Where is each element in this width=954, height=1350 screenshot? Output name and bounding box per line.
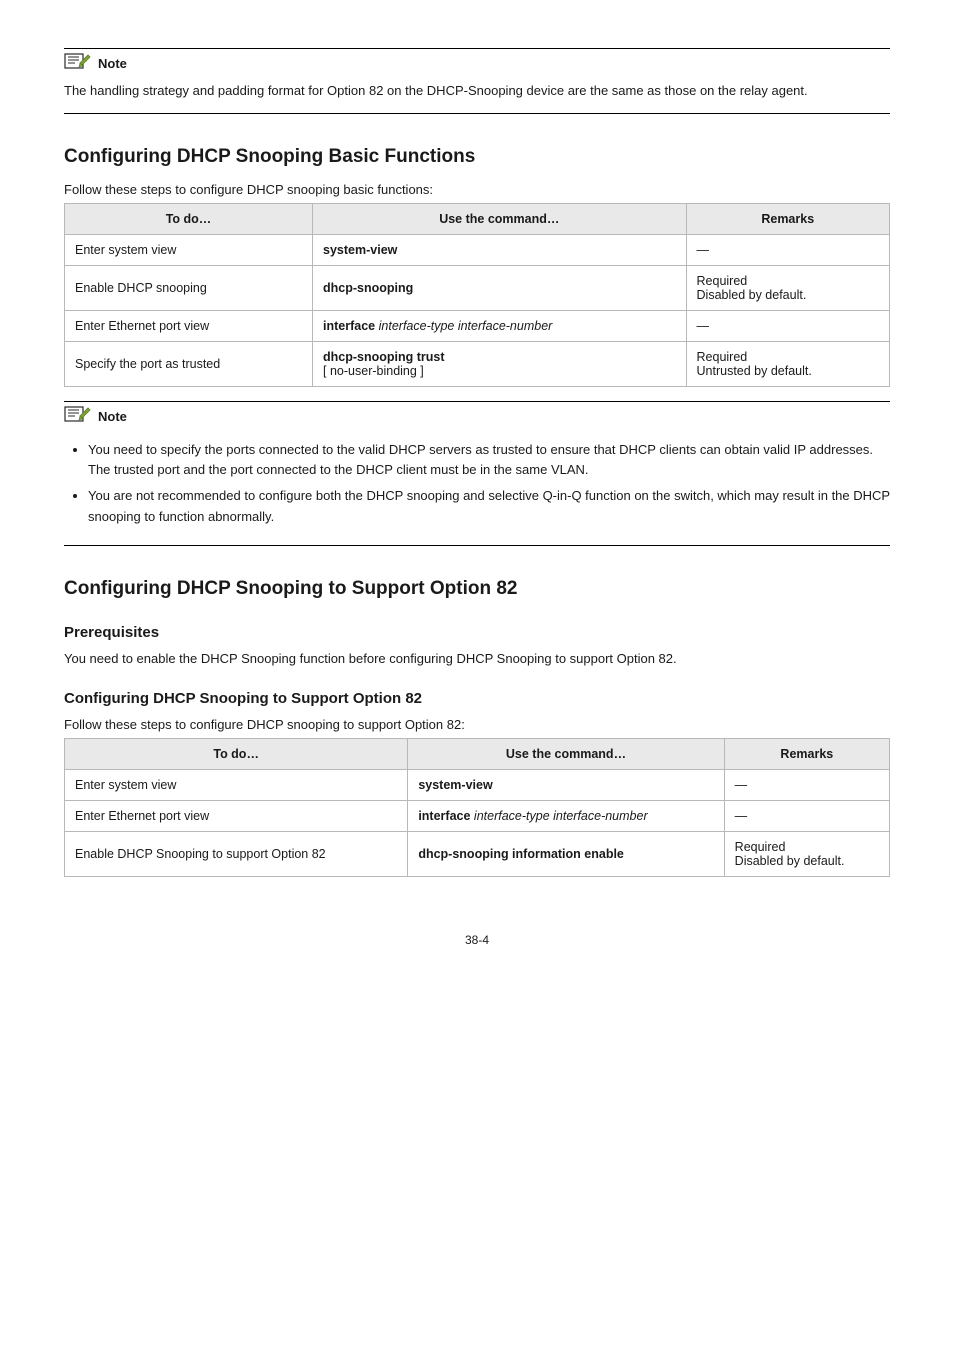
cell-todo: Enter system view (65, 769, 408, 800)
cell-remarks: — (724, 800, 889, 831)
cell-todo: Enable DHCP Snooping to support Option 8… (65, 831, 408, 876)
note2-rule-bottom (64, 545, 890, 546)
cell-todo: Enter system view (65, 235, 313, 266)
section2-cfg-lead: Follow these steps to configure DHCP sno… (64, 717, 890, 732)
cell-cmd: system-view (408, 769, 724, 800)
note2-bullet-0: You need to specify the ports connected … (88, 440, 890, 480)
table-row: Enter system view system-view — (65, 235, 890, 266)
cell-remarks: — (686, 235, 889, 266)
cell-cmd: interface interface-type interface-numbe… (408, 800, 724, 831)
section1-heading: Configuring DHCP Snooping Basic Function… (64, 146, 890, 168)
th-remarks: Remarks (686, 204, 889, 235)
note-block-1: Note The handling strategy and padding f… (64, 48, 890, 114)
cell-todo: Specify the port as trusted (65, 342, 313, 387)
cmd-keyword: interface (323, 319, 375, 333)
note1-rule-bottom (64, 113, 890, 114)
note2-body: You need to specify the ports connected … (64, 428, 890, 543)
th-cmd: Use the command… (408, 738, 724, 769)
cell-todo: Enter Ethernet port view (65, 800, 408, 831)
note-icon (64, 404, 92, 424)
cmd-optional: [ no-user-binding ] (323, 364, 424, 378)
cell-cmd: dhcp-snooping (313, 266, 686, 311)
note1-body: The handling strategy and padding format… (64, 75, 890, 111)
cell-todo: Enable DHCP snooping (65, 266, 313, 311)
cell-remarks: — (724, 769, 889, 800)
section2-cfg-heading: Configuring DHCP Snooping to Support Opt… (64, 690, 890, 707)
cell-remarks: RequiredUntrusted by default. (686, 342, 889, 387)
cell-cmd: dhcp-snooping information enable (408, 831, 724, 876)
note-icon (64, 51, 92, 71)
note2-bullets: You need to specify the ports connected … (64, 440, 890, 527)
table-row: Specify the port as trusted dhcp-snoopin… (65, 342, 890, 387)
cell-cmd: dhcp-snooping trust[ no-user-binding ] (313, 342, 686, 387)
cmd-arg: interface-type interface-number (379, 319, 553, 333)
table-header-row: To do… Use the command… Remarks (65, 738, 890, 769)
section2-prereq-heading: Prerequisites (64, 624, 890, 641)
cell-cmd: interface interface-type interface-numbe… (313, 311, 686, 342)
note1-header: Note (64, 51, 890, 75)
page-number: 38-4 (64, 933, 890, 947)
cmd-keyword: interface (418, 809, 470, 823)
note2-header: Note (64, 404, 890, 428)
table-row: Enter system view system-view — (65, 769, 890, 800)
cell-remarks: — (686, 311, 889, 342)
cell-todo: Enter Ethernet port view (65, 311, 313, 342)
table-row: Enable DHCP Snooping to support Option 8… (65, 831, 890, 876)
note2-rule-top (64, 401, 890, 402)
section2-prereq-text: You need to enable the DHCP Snooping fun… (64, 651, 890, 666)
section2-table: To do… Use the command… Remarks Enter sy… (64, 738, 890, 877)
th-todo: To do… (65, 738, 408, 769)
th-cmd: Use the command… (313, 204, 686, 235)
note-block-2: Note You need to specify the ports conne… (64, 401, 890, 546)
note2-label: Note (98, 409, 127, 424)
th-todo: To do… (65, 204, 313, 235)
cell-remarks: RequiredDisabled by default. (686, 266, 889, 311)
table-row: Enter Ethernet port view interface inter… (65, 311, 890, 342)
section1-lead: Follow these steps to configure DHCP sno… (64, 182, 890, 197)
cell-cmd: system-view (313, 235, 686, 266)
cmd-keyword: dhcp-snooping trust (323, 350, 445, 364)
cell-remarks: RequiredDisabled by default. (724, 831, 889, 876)
note1-label: Note (98, 56, 127, 71)
note2-bullet-1: You are not recommended to configure bot… (88, 486, 890, 526)
section1-table: To do… Use the command… Remarks Enter sy… (64, 203, 890, 387)
table-row: Enable DHCP snooping dhcp-snooping Requi… (65, 266, 890, 311)
table-row: Enter Ethernet port view interface inter… (65, 800, 890, 831)
note1-rule-top (64, 48, 890, 49)
section2-heading: Configuring DHCP Snooping to Support Opt… (64, 578, 890, 600)
cmd-arg: interface-type interface-number (474, 809, 648, 823)
table-header-row: To do… Use the command… Remarks (65, 204, 890, 235)
th-remarks: Remarks (724, 738, 889, 769)
